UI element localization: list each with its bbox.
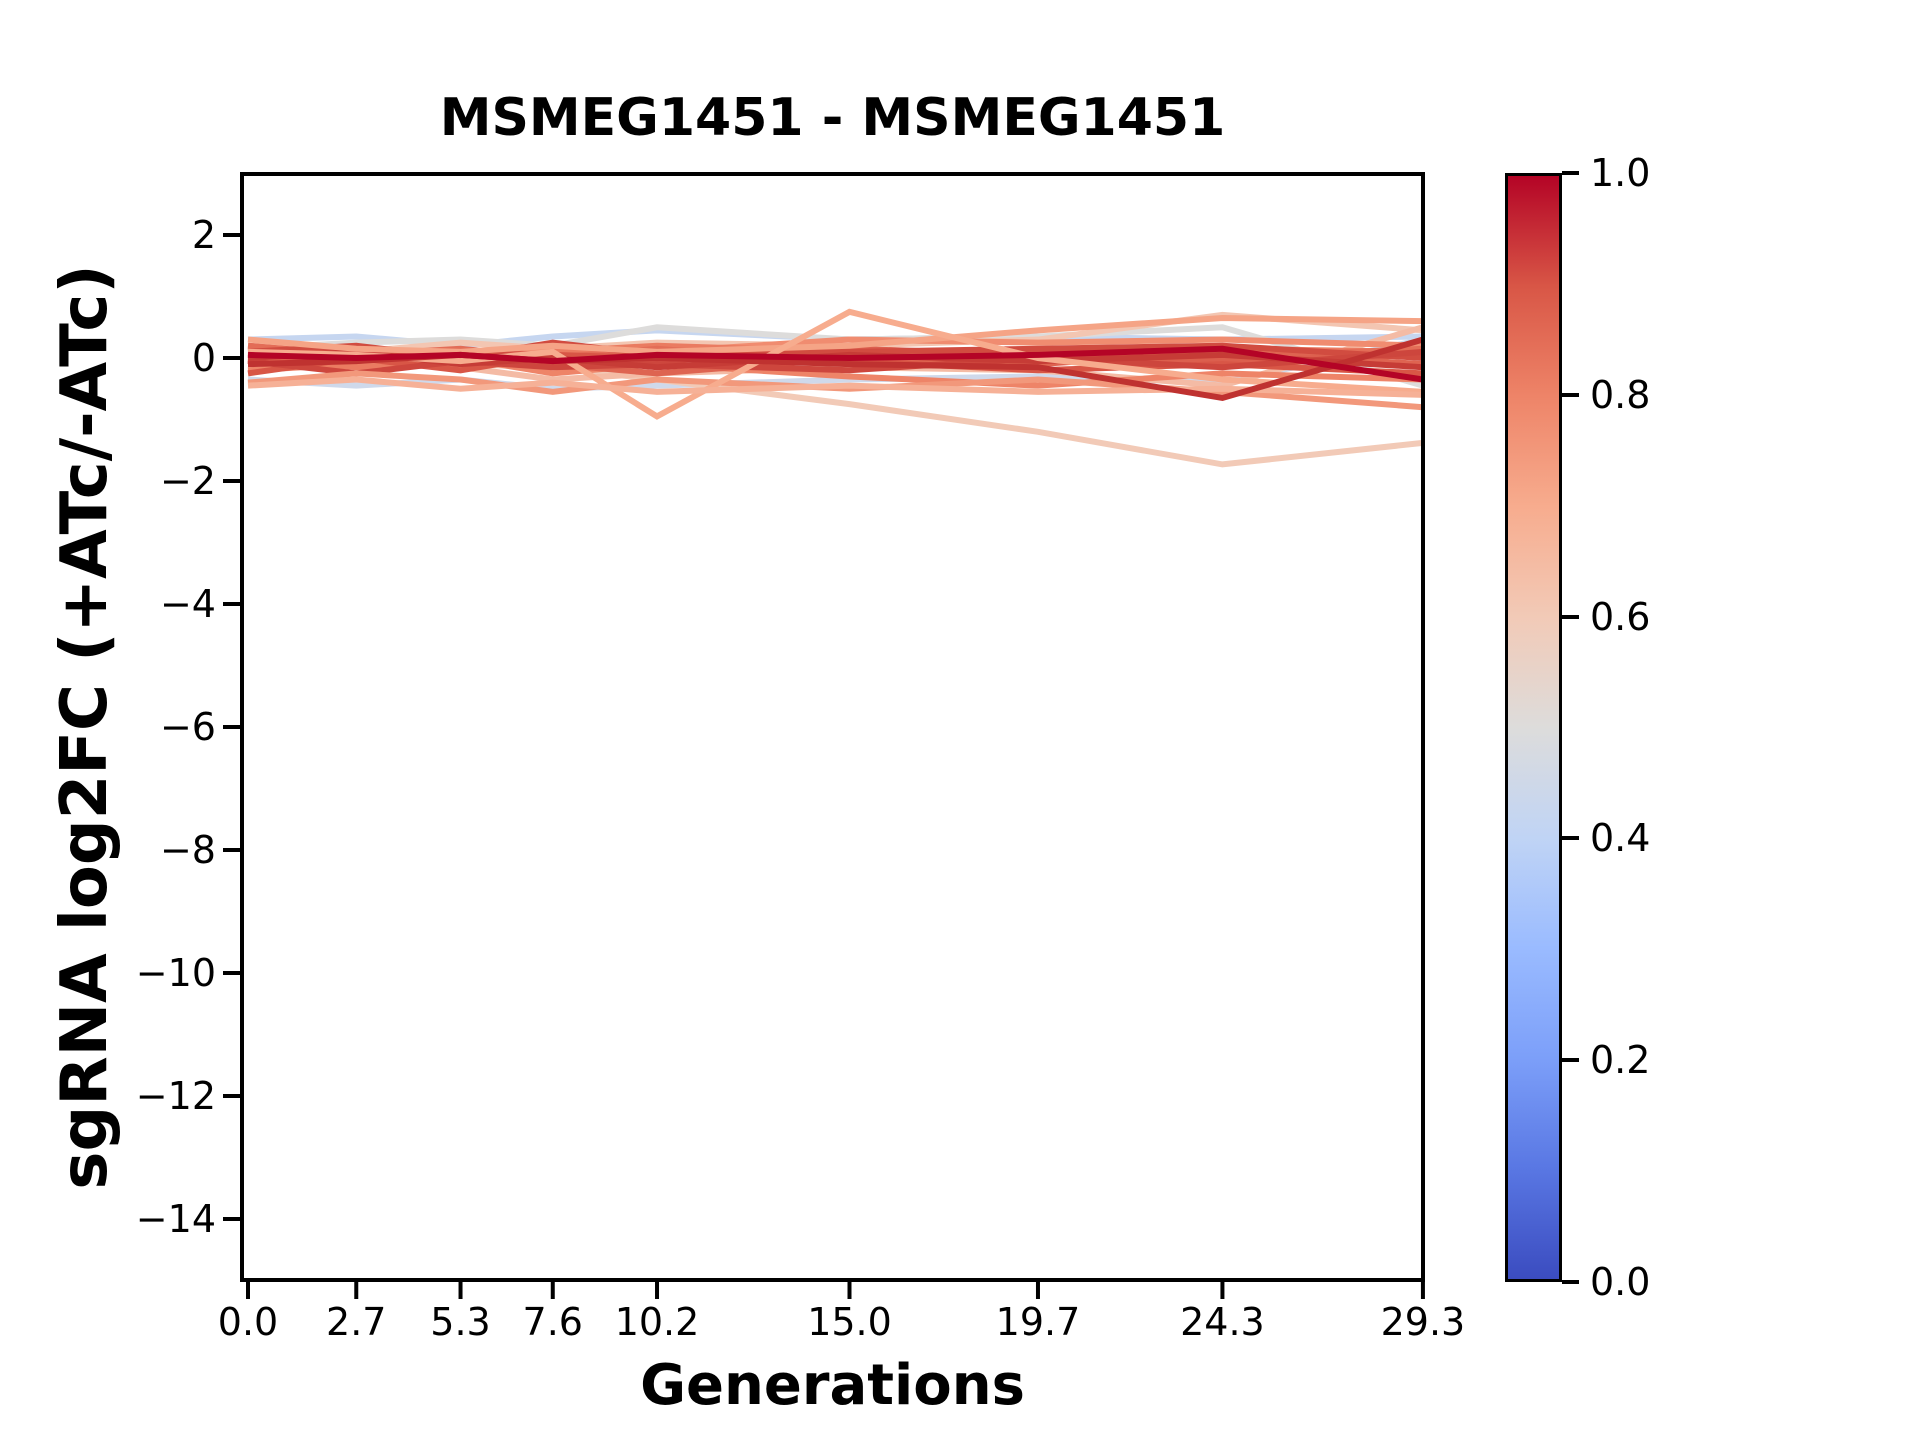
plot-area xyxy=(223,172,1425,1299)
colorbar-tick-label: 0.2 xyxy=(1590,1038,1651,1083)
y-tick-label: −8 xyxy=(159,828,216,872)
y-tick-label: −14 xyxy=(135,1197,216,1241)
x-tick-label: 10.2 xyxy=(614,1300,700,1344)
x-tick-label: 5.3 xyxy=(430,1300,491,1344)
x-tick-label: 19.7 xyxy=(995,1300,1081,1344)
x-tick-label: 7.6 xyxy=(522,1300,583,1344)
colorbar-tick-mark xyxy=(1562,171,1579,175)
series-line xyxy=(247,324,1424,389)
series-line xyxy=(247,315,1423,355)
x-tick-label: 29.3 xyxy=(1380,1300,1466,1344)
x-tick-label: 0.0 xyxy=(217,1300,279,1344)
series-line xyxy=(247,348,1424,377)
colorbar-tick-mark xyxy=(1562,836,1579,841)
x-tick-label: 24.3 xyxy=(1180,1300,1265,1344)
chart-title: MSMEG1451 - MSMEG1451 xyxy=(439,88,1226,148)
x-axis-label: Generations xyxy=(640,1353,1025,1418)
colorbar-tick-mark xyxy=(1562,1058,1579,1063)
x-tick-label: 15.0 xyxy=(807,1300,892,1344)
colorbar-tick-label: 1.0 xyxy=(1590,151,1651,195)
colorbar-tick-label: 0.0 xyxy=(1590,1260,1651,1304)
y-tick-label: 0 xyxy=(191,336,216,380)
y-tick-label: −12 xyxy=(135,1074,216,1118)
colorbar xyxy=(1505,173,1562,1282)
y-tick-label: −6 xyxy=(159,705,216,749)
colorbar-tick-label: 0.8 xyxy=(1590,372,1651,417)
axes-spines xyxy=(240,172,1425,1282)
colorbar-tick-mark xyxy=(1562,614,1579,619)
series-line xyxy=(247,345,1424,383)
colorbar-tick-mark xyxy=(1562,392,1579,397)
colorbar-tick-mark xyxy=(1562,1280,1579,1284)
x-tick-label: 2.7 xyxy=(326,1300,387,1344)
y-tick-label: −4 xyxy=(159,582,216,626)
y-tick-label: −10 xyxy=(135,951,216,995)
colorbar-tick-label: 0.4 xyxy=(1590,816,1651,861)
colorbar-tick-label: 0.6 xyxy=(1590,594,1651,639)
y-tick-label: −2 xyxy=(159,459,216,503)
y-tick-label: 2 xyxy=(191,213,216,257)
